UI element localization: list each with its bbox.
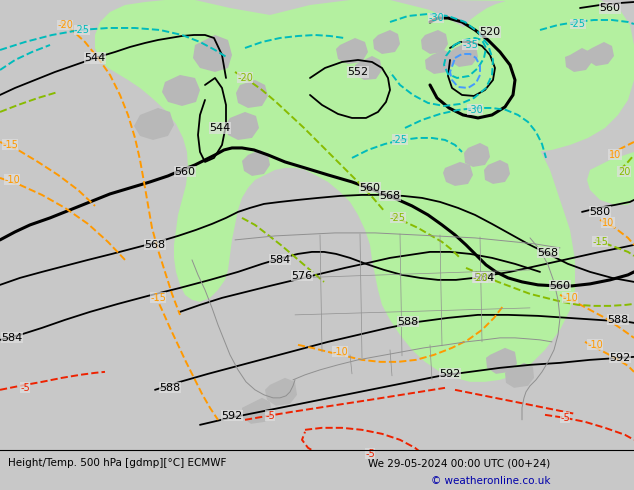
- Polygon shape: [134, 108, 174, 140]
- Text: 20: 20: [618, 167, 630, 177]
- Text: -5: -5: [365, 449, 375, 459]
- Text: Height/Temp. 500 hPa [gdmp][°C] ECMWF: Height/Temp. 500 hPa [gdmp][°C] ECMWF: [8, 458, 226, 468]
- Text: 544: 544: [209, 123, 231, 133]
- Text: 544: 544: [84, 53, 106, 63]
- Text: -15: -15: [2, 140, 18, 150]
- Text: 552: 552: [347, 67, 368, 77]
- Text: We 29-05-2024 00:00 UTC (00+24): We 29-05-2024 00:00 UTC (00+24): [368, 458, 550, 468]
- Polygon shape: [587, 42, 614, 66]
- Text: -30: -30: [467, 105, 483, 115]
- Text: -10: -10: [587, 340, 603, 350]
- Text: 568: 568: [379, 191, 401, 201]
- Text: -30: -30: [428, 13, 444, 23]
- Text: 560: 560: [600, 3, 621, 13]
- Text: 560: 560: [174, 167, 195, 177]
- Text: 588: 588: [398, 317, 418, 327]
- Text: -5: -5: [265, 411, 275, 421]
- Polygon shape: [446, 0, 634, 152]
- Text: 520: 520: [479, 27, 501, 37]
- Text: -10: -10: [4, 175, 20, 185]
- Text: 568: 568: [538, 248, 559, 258]
- Text: -15: -15: [592, 237, 608, 247]
- Polygon shape: [373, 30, 400, 54]
- Text: 568: 568: [145, 240, 165, 250]
- Polygon shape: [425, 50, 453, 74]
- Text: 580: 580: [590, 207, 611, 217]
- Text: -20: -20: [57, 20, 73, 30]
- Text: 592: 592: [609, 353, 631, 363]
- Polygon shape: [226, 112, 259, 140]
- Text: -25: -25: [570, 19, 586, 29]
- Text: © weatheronline.co.uk: © weatheronline.co.uk: [431, 476, 550, 486]
- Polygon shape: [505, 363, 534, 388]
- Polygon shape: [484, 160, 510, 184]
- Polygon shape: [355, 56, 382, 80]
- Polygon shape: [486, 348, 517, 374]
- Text: 10: 10: [602, 218, 614, 228]
- Polygon shape: [95, 0, 575, 382]
- Text: 584: 584: [269, 255, 290, 265]
- Text: 588: 588: [607, 315, 629, 325]
- Text: 576: 576: [292, 271, 313, 281]
- Text: -25: -25: [74, 25, 90, 35]
- Text: -25: -25: [392, 135, 408, 145]
- Text: -5: -5: [560, 413, 570, 423]
- Text: 560: 560: [359, 183, 380, 193]
- Text: 592: 592: [439, 369, 461, 379]
- Text: 10: 10: [609, 150, 621, 160]
- Text: -20: -20: [472, 273, 488, 283]
- Text: -10: -10: [562, 293, 578, 303]
- Polygon shape: [242, 150, 270, 176]
- Polygon shape: [565, 48, 592, 72]
- Text: -15: -15: [150, 293, 166, 303]
- Text: 584: 584: [1, 333, 23, 343]
- Text: -5: -5: [20, 383, 30, 393]
- Polygon shape: [162, 75, 200, 106]
- Text: 560: 560: [550, 281, 571, 291]
- Polygon shape: [336, 38, 368, 64]
- Text: -35: -35: [462, 40, 478, 50]
- Polygon shape: [443, 162, 473, 186]
- Polygon shape: [464, 143, 490, 167]
- Text: 588: 588: [159, 383, 181, 393]
- Polygon shape: [193, 35, 232, 72]
- Polygon shape: [421, 30, 448, 54]
- Polygon shape: [450, 42, 478, 67]
- Polygon shape: [242, 398, 272, 424]
- Text: -10: -10: [332, 347, 348, 357]
- Polygon shape: [265, 378, 297, 406]
- Polygon shape: [587, 152, 634, 205]
- Text: -25: -25: [390, 213, 406, 223]
- Text: 592: 592: [221, 411, 243, 421]
- Polygon shape: [236, 80, 268, 108]
- Text: 584: 584: [474, 273, 495, 283]
- Text: -20: -20: [237, 73, 253, 83]
